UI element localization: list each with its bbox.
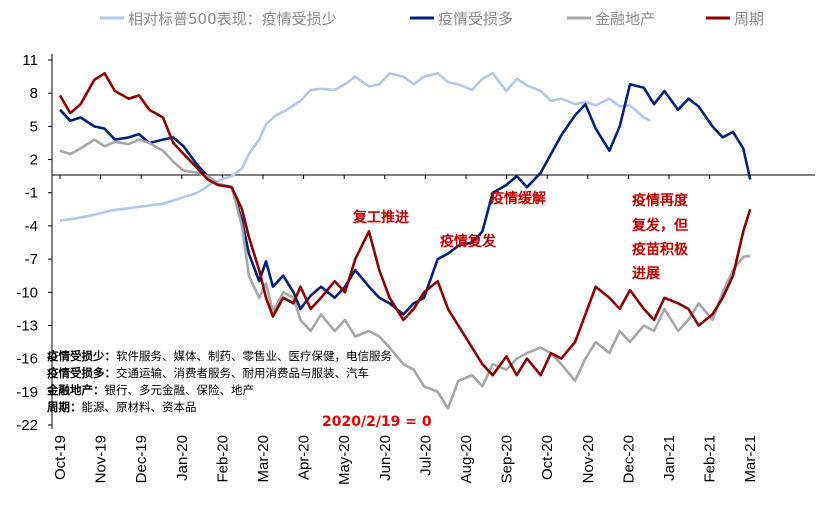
y-tick-label: 8 [30, 85, 38, 102]
note-row: 疫情受损少：软件服务、媒体、制药、零售业、医疗保健，电信服务 [47, 349, 392, 363]
y-tick-label: 11 [22, 52, 38, 69]
y-tick-label: -22 [16, 417, 38, 434]
note-row: 周期：能源、原材料、资本品 [47, 400, 197, 414]
note-label: 疫情受损多： [47, 366, 116, 380]
note-text: 交通运输、消费者服务、耐用消费品与服装、汽车 [116, 366, 369, 380]
note-text: 能源、原材料、资本品 [82, 400, 197, 414]
note-label: 金融地产： [46, 383, 105, 397]
x-tick-label: Sep-20 [499, 435, 516, 483]
y-tick-label: -16 [16, 351, 38, 368]
y-tick-label: -4 [25, 218, 38, 235]
note-row: 金融地产：银行、多元金融、保险、地产 [46, 383, 254, 397]
legend-label-4: 周期 [734, 10, 764, 28]
x-tick-label: Dec-19 [133, 435, 150, 483]
x-tick-label: May-20 [336, 435, 353, 485]
x-tick-label: Jan-21 [661, 435, 678, 481]
annotation-label: 进展 [632, 266, 660, 282]
plot-area [58, 72, 752, 410]
x-tick-label: Aug-20 [458, 435, 475, 483]
legend: 相对标普500表现：疫情受损少 疫情受损多 金融地产 周期 [100, 10, 764, 28]
series-line-1 [59, 72, 652, 222]
x-tick-label: Jan-20 [174, 435, 191, 481]
note-text: 软件服务、媒体、制药、零售业、医疗保健，电信服务 [116, 349, 392, 363]
y-tick-label: -7 [25, 251, 38, 268]
y-tick-label: 2 [30, 152, 38, 169]
x-axis: Oct-19 Nov-19 Dec-19 Jan-20 Feb-20 Mar-20 Apr-… [52, 174, 815, 485]
annotation-label: 复工推进 [352, 209, 409, 226]
annotation-label: 复发，但 [631, 217, 688, 234]
y-tick-label: 5 [30, 118, 38, 135]
series-line-3 [59, 138, 751, 410]
x-tick-label: Mar-20 [255, 435, 272, 483]
x-tick-label: Jun-20 [377, 435, 394, 481]
legend-label-3: 金融地产 [595, 10, 655, 28]
y-tick-label: -1 [25, 185, 38, 202]
note-label: 疫情受损少： [47, 349, 116, 363]
x-tick-label: Feb-20 [214, 435, 231, 483]
x-tick-label: Dec-20 [620, 435, 637, 483]
note-row: 疫情受损多：交通运输、消费者服务、耐用消费品与服装、汽车 [47, 366, 369, 380]
annotation-label: 疫情缓解 [490, 190, 546, 207]
x-tick-label: Nov-20 [580, 435, 597, 483]
x-tick-label: Apr-20 [296, 435, 313, 480]
category-notes: 疫情受损少：软件服务、媒体、制药、零售业、医疗保健，电信服务疫情受损多：交通运输… [46, 349, 392, 414]
x-tick-label: Nov-19 [93, 435, 110, 483]
note-label: 周期： [47, 400, 82, 414]
x-tick-label: Mar-21 [742, 435, 759, 483]
legend-label-2: 疫情受损多 [438, 10, 513, 28]
annotation-label: 疫苗积极 [632, 241, 689, 258]
y-axis: 11 8 5 2 -1 -4 -7 -10 -13 -16 -19 -22 [16, 52, 53, 434]
annotation-label: 疫情复发 [440, 233, 497, 250]
y-tick-label: -13 [16, 317, 38, 334]
x-tick-label: Jul-20 [417, 435, 434, 476]
baseline-note: 2020/2/19 = 0 [322, 414, 432, 430]
x-tick-label: Oct-20 [539, 435, 556, 480]
legend-label-1: 相对标普500表现：疫情受损少 [128, 10, 337, 28]
annotation-label: 疫情再度 [632, 192, 689, 209]
series-line-4 [58, 72, 752, 377]
note-text: 银行、多元金融、保险、地产 [105, 383, 255, 397]
x-tick-label: Oct-19 [52, 435, 69, 480]
y-tick-label: -10 [16, 284, 38, 301]
y-tick-label: -19 [16, 384, 38, 401]
x-tick-label: Feb-21 [702, 435, 719, 483]
